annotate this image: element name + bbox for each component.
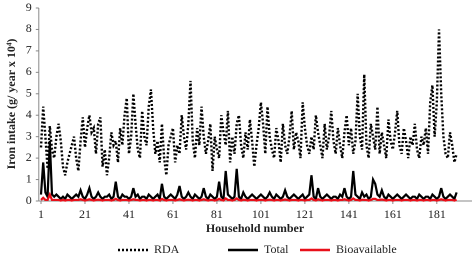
y-tick-label: 7 bbox=[26, 43, 32, 57]
x-axis-title: Household number bbox=[206, 221, 305, 235]
x-tick-label: 161 bbox=[384, 207, 402, 221]
y-tick-label: 6 bbox=[26, 64, 32, 78]
x-tick-label: 61 bbox=[167, 207, 179, 221]
y-tick-label: 3 bbox=[26, 128, 32, 142]
y-tick-label: 4 bbox=[26, 107, 32, 121]
line-series bbox=[39, 140, 458, 203]
y-tick-label: 8 bbox=[26, 21, 32, 35]
y-tick-label: 0 bbox=[26, 193, 32, 207]
legend-label: Total bbox=[264, 242, 289, 256]
legend-label: Bioavailable bbox=[336, 242, 397, 256]
legend-label: RDA bbox=[154, 242, 180, 256]
y-tick-label: 9 bbox=[26, 0, 32, 14]
x-tick-label: 81 bbox=[211, 207, 223, 221]
x-tick-label: 41 bbox=[123, 207, 135, 221]
line-series bbox=[39, 29, 458, 176]
x-tick-label: 181 bbox=[428, 207, 446, 221]
x-tick-label: 121 bbox=[296, 207, 314, 221]
y-tick-label: 5 bbox=[26, 86, 32, 100]
y-axis-title: Iron intake (g/ year x 10⁴) bbox=[4, 39, 18, 170]
y-tick-label: 1 bbox=[26, 171, 32, 185]
y-tick-label: 2 bbox=[26, 150, 32, 164]
x-tick-label: 21 bbox=[79, 207, 91, 221]
x-tick-label: 141 bbox=[340, 207, 358, 221]
x-tick-label: 1 bbox=[38, 207, 44, 221]
x-tick-label: 101 bbox=[252, 207, 270, 221]
line-series bbox=[40, 191, 458, 202]
